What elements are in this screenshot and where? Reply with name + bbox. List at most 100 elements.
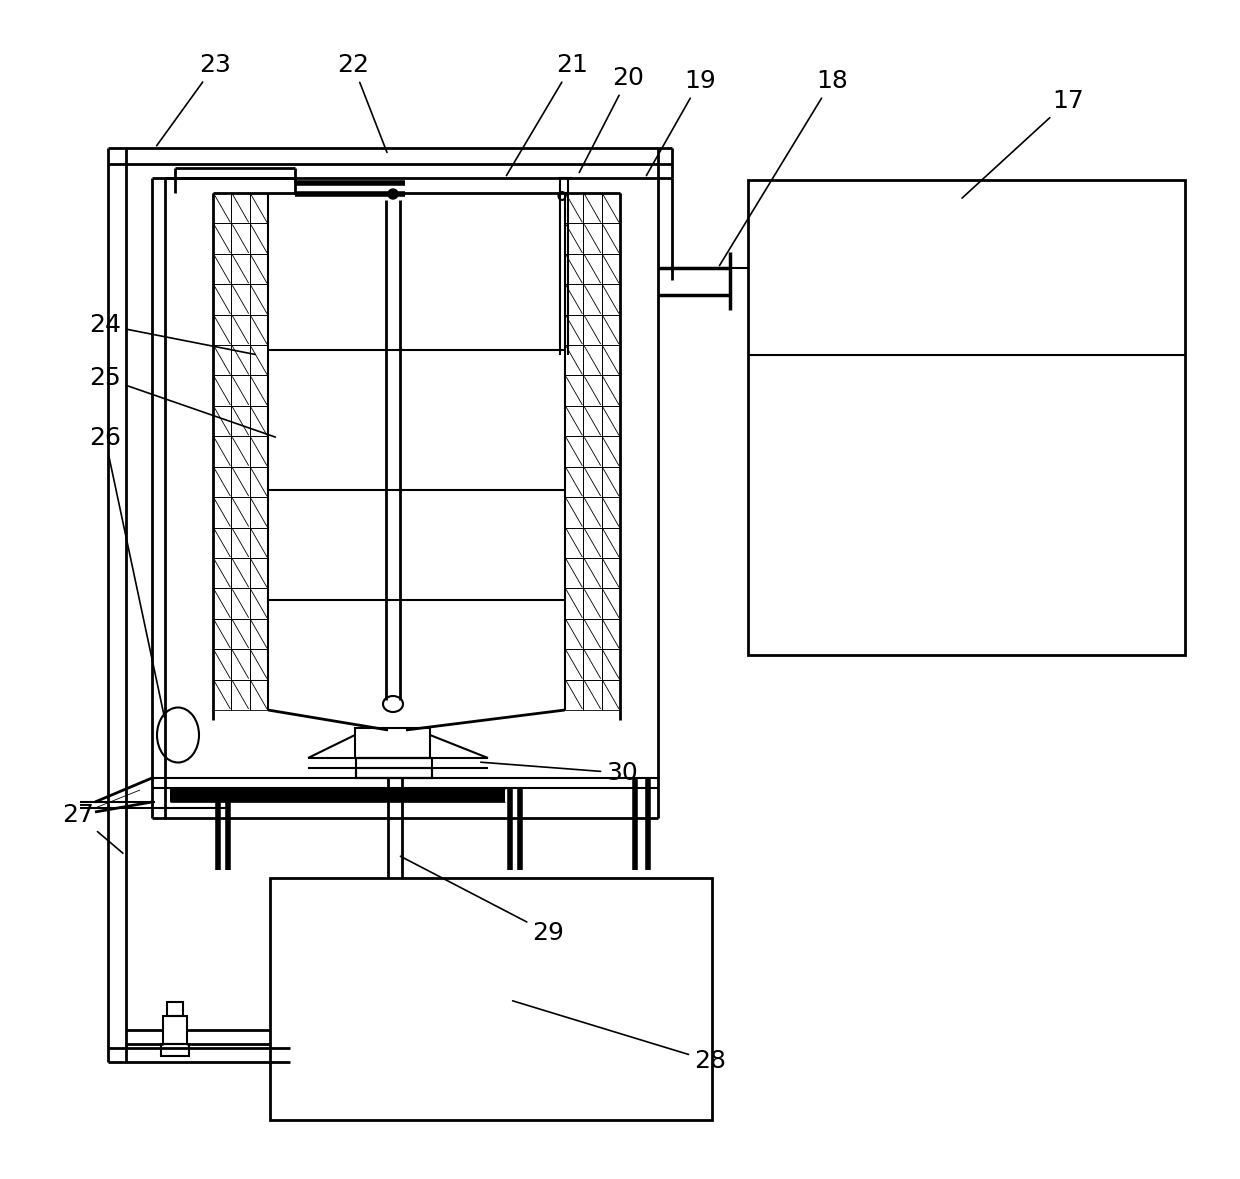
Bar bbox=[565, 619, 583, 650]
Bar bbox=[565, 406, 583, 436]
Bar bbox=[356, 758, 432, 778]
Text: 19: 19 bbox=[646, 70, 715, 176]
Bar bbox=[565, 588, 583, 619]
Text: 25: 25 bbox=[89, 365, 275, 437]
Bar bbox=[213, 284, 232, 315]
Bar bbox=[565, 193, 583, 223]
Bar bbox=[232, 527, 249, 558]
Bar bbox=[601, 284, 620, 315]
Bar bbox=[583, 193, 601, 223]
Bar bbox=[601, 498, 620, 527]
Text: 22: 22 bbox=[337, 53, 387, 152]
Bar bbox=[213, 436, 232, 467]
Bar bbox=[565, 650, 583, 679]
Bar bbox=[213, 619, 232, 650]
Bar bbox=[249, 498, 268, 527]
Bar bbox=[213, 315, 232, 345]
Text: 17: 17 bbox=[962, 88, 1084, 198]
Bar bbox=[601, 650, 620, 679]
Bar bbox=[162, 1016, 187, 1043]
Bar bbox=[601, 527, 620, 558]
Bar bbox=[213, 527, 232, 558]
Bar bbox=[213, 375, 232, 406]
Bar bbox=[249, 253, 268, 284]
Ellipse shape bbox=[388, 189, 398, 199]
Bar bbox=[213, 558, 232, 588]
Bar bbox=[583, 558, 601, 588]
Bar bbox=[601, 406, 620, 436]
Bar bbox=[583, 650, 601, 679]
Bar bbox=[601, 315, 620, 345]
Bar bbox=[583, 375, 601, 406]
Bar bbox=[748, 180, 1185, 656]
Bar bbox=[213, 588, 232, 619]
Text: 21: 21 bbox=[506, 53, 588, 176]
Bar bbox=[565, 679, 583, 710]
Bar bbox=[565, 467, 583, 498]
Text: 28: 28 bbox=[512, 1001, 725, 1073]
Bar bbox=[249, 467, 268, 498]
Bar bbox=[583, 467, 601, 498]
Bar bbox=[249, 558, 268, 588]
Bar bbox=[170, 789, 505, 802]
Bar bbox=[167, 1002, 184, 1016]
Text: 24: 24 bbox=[89, 312, 255, 355]
Text: 26: 26 bbox=[89, 426, 165, 717]
Bar bbox=[249, 193, 268, 223]
Bar bbox=[565, 436, 583, 467]
Bar bbox=[356, 768, 432, 778]
Bar bbox=[601, 375, 620, 406]
Bar bbox=[249, 315, 268, 345]
Bar bbox=[249, 345, 268, 375]
Bar bbox=[232, 253, 249, 284]
Bar bbox=[232, 315, 249, 345]
Bar bbox=[601, 619, 620, 650]
Bar bbox=[213, 498, 232, 527]
Bar bbox=[583, 284, 601, 315]
Bar bbox=[355, 727, 430, 758]
Bar bbox=[232, 619, 249, 650]
Bar bbox=[601, 558, 620, 588]
Bar bbox=[601, 345, 620, 375]
Bar bbox=[213, 223, 232, 253]
Bar bbox=[249, 284, 268, 315]
Bar bbox=[232, 406, 249, 436]
Bar bbox=[565, 223, 583, 253]
Bar bbox=[232, 284, 249, 315]
Bar bbox=[249, 527, 268, 558]
Text: 30: 30 bbox=[481, 760, 637, 785]
Bar bbox=[232, 467, 249, 498]
Text: 27: 27 bbox=[62, 803, 123, 854]
Bar bbox=[249, 406, 268, 436]
Bar bbox=[565, 527, 583, 558]
Bar bbox=[565, 558, 583, 588]
Bar bbox=[601, 679, 620, 710]
Bar bbox=[161, 1043, 188, 1056]
Bar bbox=[232, 436, 249, 467]
Bar bbox=[213, 650, 232, 679]
Bar bbox=[583, 679, 601, 710]
Bar bbox=[232, 679, 249, 710]
Bar bbox=[565, 375, 583, 406]
Bar bbox=[213, 467, 232, 498]
Bar bbox=[583, 619, 601, 650]
Bar bbox=[565, 253, 583, 284]
Bar bbox=[601, 253, 620, 284]
Bar bbox=[249, 436, 268, 467]
Bar bbox=[601, 467, 620, 498]
Text: 20: 20 bbox=[579, 66, 644, 172]
Bar bbox=[583, 315, 601, 345]
Bar bbox=[270, 878, 712, 1120]
Bar bbox=[583, 253, 601, 284]
Bar bbox=[565, 284, 583, 315]
Bar bbox=[583, 588, 601, 619]
Text: 23: 23 bbox=[156, 53, 231, 146]
Text: 18: 18 bbox=[719, 70, 848, 265]
Bar bbox=[565, 498, 583, 527]
Bar bbox=[583, 223, 601, 253]
Bar bbox=[583, 406, 601, 436]
Text: 29: 29 bbox=[401, 856, 564, 946]
Bar bbox=[249, 650, 268, 679]
Bar bbox=[583, 436, 601, 467]
Bar bbox=[601, 436, 620, 467]
